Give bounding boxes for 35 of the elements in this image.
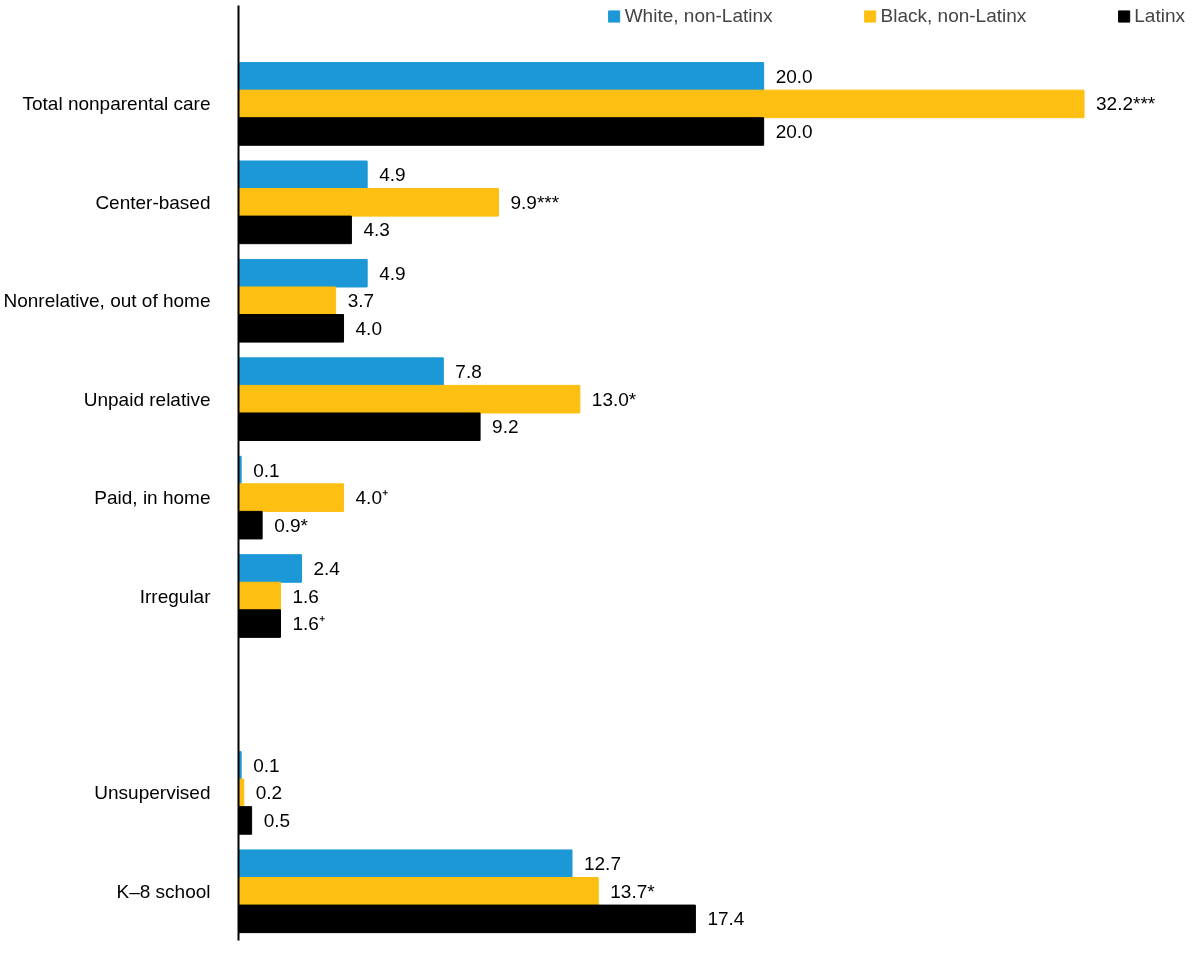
data-label: 4.3 xyxy=(363,219,390,241)
data-label: 4.0 xyxy=(355,317,382,339)
data-label: 20.0 xyxy=(775,120,813,142)
y-tick-label: Unpaid relative xyxy=(83,388,211,410)
data-label: 3.7 xyxy=(347,290,375,312)
data-label: 20.0 xyxy=(775,65,813,87)
y-tick-label: Center-based xyxy=(95,191,211,213)
data-label: 9.9*** xyxy=(510,191,560,213)
data-label: 7.8 xyxy=(455,361,482,383)
data-label: 1.6⁺ xyxy=(292,613,325,635)
data-label: 0.1 xyxy=(253,459,280,481)
data-label: 9.2 xyxy=(492,416,519,438)
legend-label: Latinx xyxy=(1134,5,1185,27)
data-label: 17.4 xyxy=(707,908,745,930)
y-tick-label: K–8 school xyxy=(116,880,211,902)
data-label: 4.9 xyxy=(379,262,406,284)
legend-label: White, non-Latinx xyxy=(624,5,773,27)
y-tick-label: Paid, in home xyxy=(94,487,211,509)
data-label: 13.7* xyxy=(610,880,656,902)
data-label: 0.9* xyxy=(274,514,309,536)
data-label: 32.2*** xyxy=(1096,93,1156,115)
y-tick-label: Total nonparental care xyxy=(22,93,211,115)
data-label: 4.9 xyxy=(379,164,406,186)
y-tick-label: Nonrelative, out of home xyxy=(3,290,211,312)
data-label: 13.0* xyxy=(591,388,637,410)
data-label: 4.0⁺ xyxy=(355,487,388,509)
y-tick-label: Irregular xyxy=(139,585,212,607)
data-label: 1.6 xyxy=(292,585,319,607)
y-tick-label: Unsupervised xyxy=(94,782,211,804)
data-label: 12.7 xyxy=(583,853,621,875)
data-label: 0.5 xyxy=(263,809,291,831)
legend-label: Black, non-Latinx xyxy=(880,5,1027,27)
data-label: 0.2 xyxy=(255,782,283,804)
data-label: 2.4 xyxy=(313,557,341,579)
data-label: 0.1 xyxy=(253,754,280,776)
